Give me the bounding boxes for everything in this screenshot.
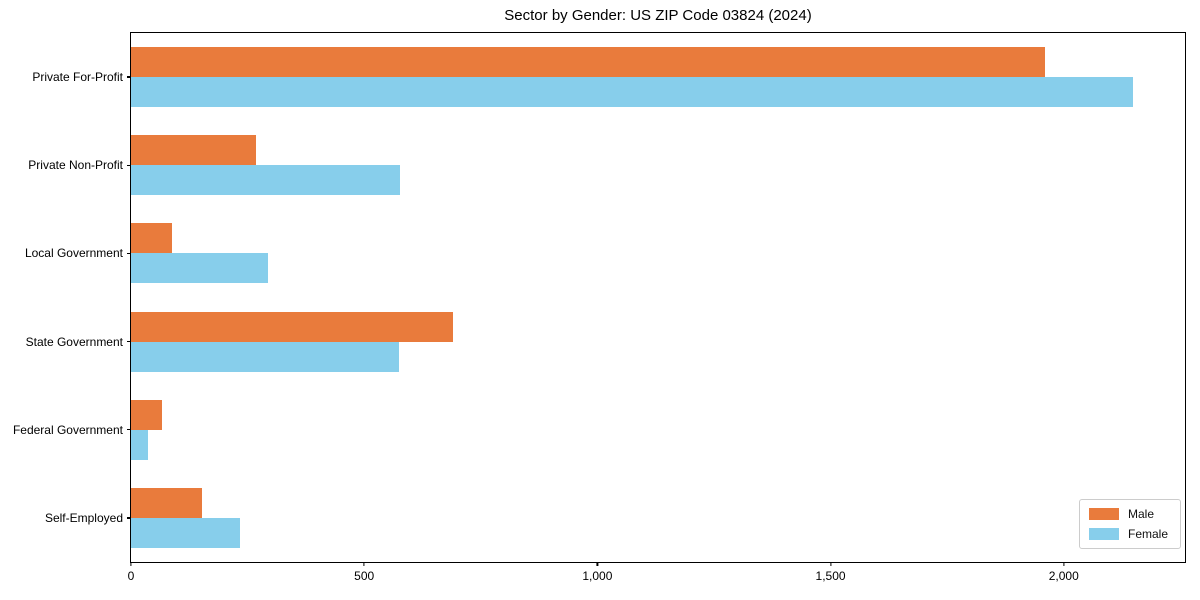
bar-female-3 bbox=[131, 341, 399, 372]
bar-female-4 bbox=[131, 429, 148, 460]
bar-male-3 bbox=[131, 311, 454, 342]
y-axis-tick bbox=[127, 429, 131, 431]
y-axis-tick bbox=[127, 164, 131, 166]
y-axis-label: Private Non-Profit bbox=[28, 158, 123, 173]
x-axis-tick-label: 500 bbox=[354, 569, 375, 583]
y-axis-label: Federal Government bbox=[12, 422, 123, 437]
x-axis-tick bbox=[829, 562, 832, 566]
bar-female-5 bbox=[131, 517, 240, 548]
x-axis-tick bbox=[596, 562, 598, 566]
x-axis-tick bbox=[363, 562, 365, 566]
y-axis-label: State Government bbox=[25, 334, 123, 349]
x-axis-tick-label: 1,000 bbox=[582, 569, 613, 583]
legend-label: Male bbox=[1127, 507, 1154, 521]
bar-female-1 bbox=[131, 165, 401, 196]
legend-swatch-icon bbox=[1088, 508, 1119, 520]
bar-male-1 bbox=[131, 135, 257, 166]
legend-swatch-icon bbox=[1088, 528, 1119, 540]
x-axis-tick-label: 2,000 bbox=[1048, 569, 1079, 583]
y-axis-tick bbox=[127, 76, 131, 78]
bar-male-5 bbox=[131, 487, 202, 518]
y-axis-tick bbox=[127, 252, 131, 254]
bar-female-0 bbox=[131, 77, 1133, 108]
y-axis-label: Private For-Profit bbox=[32, 70, 123, 85]
x-axis-tick bbox=[130, 562, 132, 566]
legend-label: Female bbox=[1127, 527, 1168, 541]
x-axis-tick-label: 1,500 bbox=[815, 569, 846, 583]
y-axis-label: Local Government bbox=[24, 246, 123, 261]
bar-male-4 bbox=[131, 399, 162, 430]
bar-male-2 bbox=[131, 223, 172, 254]
y-axis-tick bbox=[127, 340, 131, 343]
bar-male-0 bbox=[131, 47, 1046, 78]
bar-female-2 bbox=[131, 253, 269, 284]
y-axis-label: Self-Employed bbox=[44, 510, 123, 525]
legend-item: Male bbox=[1088, 507, 1168, 521]
plot-area: Male Female Private For-Profit Private Non… bbox=[13, 32, 1186, 583]
legend-item: Female bbox=[1088, 527, 1168, 541]
y-axis-tick bbox=[127, 517, 131, 519]
x-axis-tick bbox=[1063, 562, 1065, 566]
chart-title: Sector by Gender: US ZIP Code 03824 (202… bbox=[504, 7, 812, 24]
x-axis-tick-label: 0 bbox=[127, 569, 135, 583]
legend: Male Female bbox=[1078, 499, 1181, 549]
